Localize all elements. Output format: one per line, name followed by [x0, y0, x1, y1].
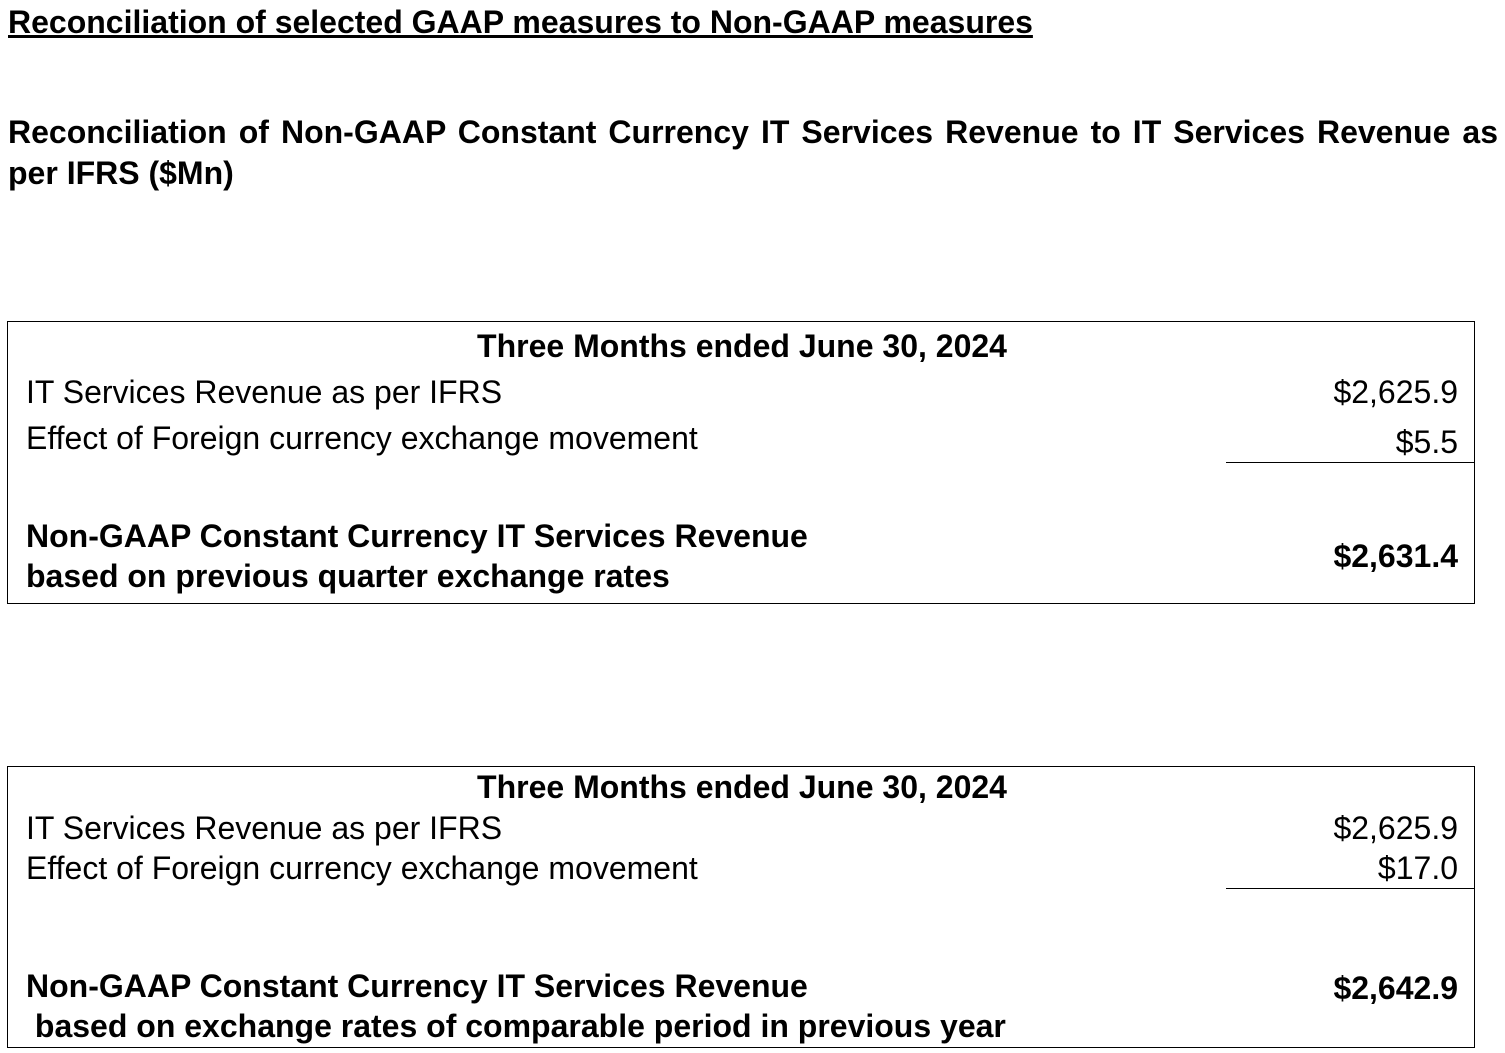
- total-value: $2,642.9: [1333, 970, 1458, 1006]
- row-label-fx-effect: Effect of Foreign currency exchange move…: [26, 420, 698, 456]
- total-label: Non-GAAP Constant Currency IT Services R…: [26, 966, 1006, 1046]
- total-label-line2: based on previous quarter exchange rates: [26, 558, 670, 594]
- row-value-fx-effect: $5.5: [1395, 424, 1458, 460]
- row-label-fx-effect: Effect of Foreign currency exchange move…: [26, 850, 698, 886]
- table-period-header: Three Months ended June 30, 2024: [477, 769, 1007, 805]
- total-value: $2,631.4: [1333, 538, 1458, 574]
- row-value-ifrs-revenue: $2,625.9: [1333, 810, 1458, 846]
- row-label-ifrs-revenue: IT Services Revenue as per IFRS: [26, 810, 503, 846]
- page-title: Reconciliation of selected GAAP measures…: [8, 4, 1033, 40]
- subtotal-rule: [1226, 888, 1474, 889]
- row-value-ifrs-revenue: $2,625.9: [1333, 374, 1458, 410]
- table-period-header: Three Months ended June 30, 2024: [477, 328, 1007, 364]
- total-label-line1: Non-GAAP Constant Currency IT Services R…: [26, 968, 808, 1004]
- reconciliation-table-previous-quarter: Three Months ended June 30, 2024 IT Serv…: [7, 321, 1475, 604]
- section-subtitle: Reconciliation of Non-GAAP Constant Curr…: [8, 114, 1498, 191]
- total-label-line1: Non-GAAP Constant Currency IT Services R…: [26, 518, 808, 554]
- row-value-fx-effect: $17.0: [1377, 850, 1458, 886]
- total-label-line2: based on exchange rates of comparable pe…: [26, 1008, 1006, 1044]
- reconciliation-table-prior-year: Three Months ended June 30, 2024 IT Serv…: [7, 766, 1475, 1048]
- row-label-ifrs-revenue: IT Services Revenue as per IFRS: [26, 374, 503, 410]
- subtotal-rule: [1226, 462, 1474, 463]
- total-label: Non-GAAP Constant Currency IT Services R…: [26, 516, 808, 596]
